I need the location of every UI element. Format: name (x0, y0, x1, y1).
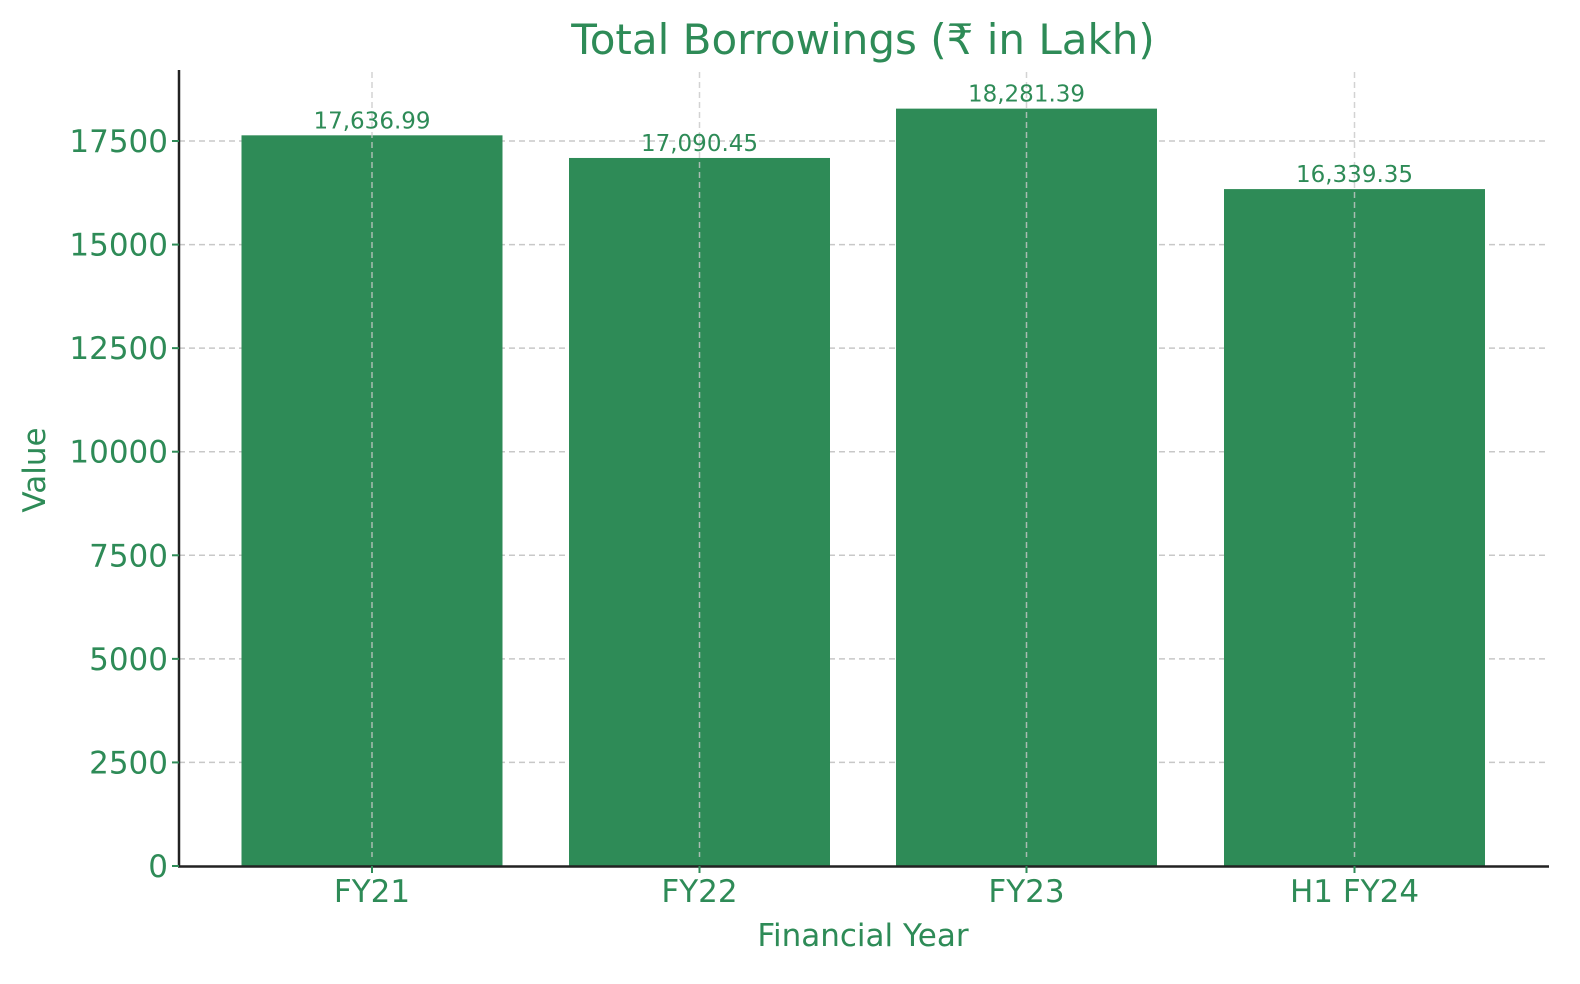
x-tick-label: FY21 (334, 874, 410, 910)
y-tick-label: 17500 (69, 124, 168, 160)
x-axis-label: Financial Year (757, 918, 968, 954)
value-label: 17,090.45 (641, 131, 758, 157)
x-tick-label: H1 FY24 (1290, 874, 1419, 910)
value-label: 17,636.99 (313, 108, 430, 134)
value-labels: 17,636.99 17,090.45 18,281.39 16,339.35 (313, 82, 1413, 188)
y-ticks: 0 2500 5000 7500 10000 12500 15000 17500 (69, 124, 179, 885)
value-label: 18,281.39 (968, 82, 1085, 108)
x-ticks: FY21 FY22 FY23 H1 FY24 (334, 866, 1419, 910)
x-tick-label: FY23 (988, 874, 1064, 910)
y-tick-label: 12500 (69, 331, 168, 367)
y-tick-label: 7500 (89, 538, 168, 574)
y-tick-label: 2500 (89, 745, 168, 781)
y-tick-label: 15000 (69, 228, 168, 264)
vertical-gridlines (371, 72, 1356, 857)
y-tick-label: 5000 (89, 642, 168, 678)
y-tick-label: 0 (148, 849, 168, 885)
y-axis-label: Value (17, 427, 53, 512)
value-label: 16,339.35 (1296, 162, 1413, 188)
x-tick-label: FY22 (661, 874, 737, 910)
chart-title: Total Borrowings (₹ in Lakh) (570, 15, 1155, 64)
y-tick-label: 10000 (69, 435, 168, 471)
bars (241, 108, 1485, 867)
